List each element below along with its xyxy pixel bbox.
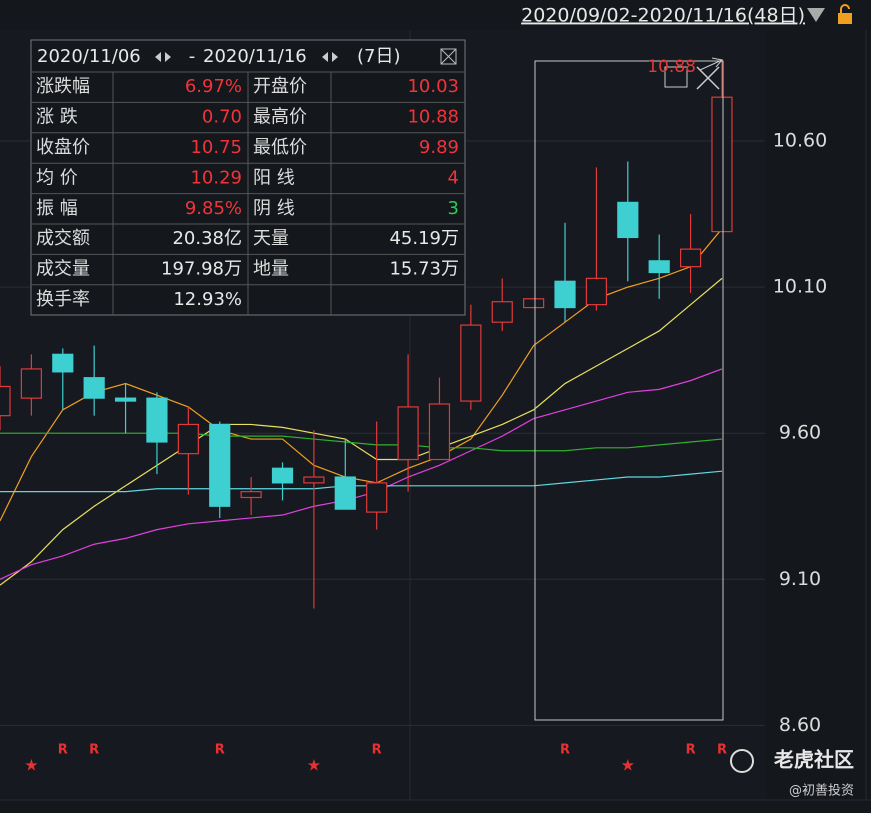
panel-days: (7日)	[357, 46, 401, 67]
ma-line	[0, 470, 723, 493]
cell-value: 20.38亿	[172, 228, 242, 249]
cell-value: 15.73万	[389, 259, 459, 280]
candle-body	[303, 476, 325, 484]
candle-body	[523, 298, 545, 309]
candle-body	[585, 277, 608, 306]
event-marker: R	[717, 743, 727, 758]
candle-body	[460, 324, 482, 402]
cell-label: 开盘价	[253, 76, 307, 97]
candle-body	[397, 406, 419, 461]
candle-body	[177, 423, 199, 455]
candle-body	[617, 201, 639, 239]
candle-body	[366, 482, 388, 513]
panel-close-x	[440, 48, 457, 65]
candle-body	[711, 96, 733, 233]
panel-close[interactable]	[440, 48, 457, 65]
cell-label: 换手率	[36, 289, 90, 310]
candle-body	[240, 491, 262, 499]
candle-body	[428, 403, 451, 461]
y-tick-label: 9.10	[779, 568, 821, 590]
ma-line	[0, 368, 723, 580]
date-range[interactable]: 2020/09/02-2020/11/16(48日)	[521, 5, 805, 27]
candle-body	[146, 397, 168, 443]
cell-label: 振 幅	[36, 198, 78, 219]
event-markers: R R R R R R R ★ ★ ★	[24, 743, 727, 775]
high-label: 10.88	[647, 57, 696, 77]
event-marker: R	[560, 743, 570, 758]
candle-body	[491, 301, 513, 323]
cell-value: 3	[448, 198, 459, 219]
cell-label: 最高价	[253, 107, 307, 128]
cell-value: 197.98万	[161, 259, 242, 280]
y-tick-label: 8.60	[779, 714, 821, 736]
y-tick-label: 9.60	[779, 422, 821, 444]
event-marker: ★	[24, 756, 38, 775]
event-marker: ★	[621, 756, 635, 775]
cell-label: 天量	[253, 228, 289, 249]
start-stepper[interactable]	[155, 52, 171, 62]
cell-value: 10.75	[190, 137, 242, 158]
candle-body	[648, 260, 670, 274]
selection-box[interactable]	[534, 60, 724, 721]
candle-body	[334, 476, 356, 510]
close-selection-icon[interactable]	[696, 66, 720, 90]
cell-label: 涨跌幅	[36, 76, 90, 97]
end-stepper[interactable]	[322, 52, 338, 62]
candle-body	[83, 377, 105, 399]
lock-shackle	[840, 4, 850, 13]
event-marker: R	[372, 743, 382, 758]
cell-value: 6.97%	[185, 76, 242, 97]
candle-body	[0, 385, 11, 417]
event-marker: R	[215, 743, 225, 758]
cell-label: 地量	[253, 259, 289, 280]
y-axis: 8.60 9.10 9.60 10.10 10.60	[773, 130, 827, 736]
expand-icon	[699, 57, 723, 71]
event-marker: R	[686, 743, 696, 758]
candle-body	[554, 280, 576, 309]
lock-body[interactable]	[838, 13, 852, 24]
cell-label: 成交量	[36, 259, 90, 280]
cell-value: 9.89	[419, 137, 459, 158]
event-marker: ★	[307, 756, 321, 775]
ma-line	[0, 277, 723, 586]
panel-start: 2020/11/06	[37, 46, 141, 67]
panel-separator: -	[189, 46, 196, 67]
dropdown-arrow[interactable]	[807, 8, 825, 22]
cell-label: 收盘价	[36, 137, 90, 158]
panel-end: 2020/11/16	[203, 46, 307, 67]
cell-label: 阴 线	[253, 198, 295, 219]
y-tick-label: 10.60	[773, 130, 827, 152]
watermark-logo	[730, 749, 754, 773]
candle-body	[209, 423, 231, 507]
candle-body	[52, 353, 74, 373]
candle-body	[271, 467, 294, 484]
candle-body	[679, 248, 702, 268]
cell-label: 最低价	[253, 137, 307, 158]
watermark-author: @初善投资	[789, 783, 854, 799]
candle-body	[114, 397, 137, 402]
candle-body	[20, 368, 42, 399]
event-marker: R	[89, 743, 99, 758]
cell-value: 12.93%	[173, 289, 242, 310]
maximize-icon[interactable]	[664, 66, 688, 88]
cell-label: 涨 跌	[36, 107, 78, 128]
cell-value: 10.29	[190, 167, 242, 188]
cell-label: 均 价	[36, 167, 78, 188]
cell-value: 9.85%	[185, 198, 242, 219]
event-marker: R	[58, 743, 68, 758]
cell-value: 4	[448, 167, 459, 188]
cell-value: 0.70	[202, 107, 242, 128]
watermark-brand: 老虎社区	[774, 748, 854, 772]
cell-label: 阳 线	[253, 167, 295, 188]
ma-line	[0, 432, 723, 452]
candles	[0, 59, 733, 609]
cell-label: 成交额	[36, 228, 90, 249]
cell-value: 45.19万	[389, 228, 459, 249]
cell-value: 10.88	[407, 107, 459, 128]
info-panel: 2020/11/06 - 2020/11/16 (7日) 涨跌幅 6.97% 开盘价…	[30, 39, 466, 316]
cell-value: 10.03	[407, 76, 459, 97]
y-tick-label: 10.10	[773, 276, 827, 298]
